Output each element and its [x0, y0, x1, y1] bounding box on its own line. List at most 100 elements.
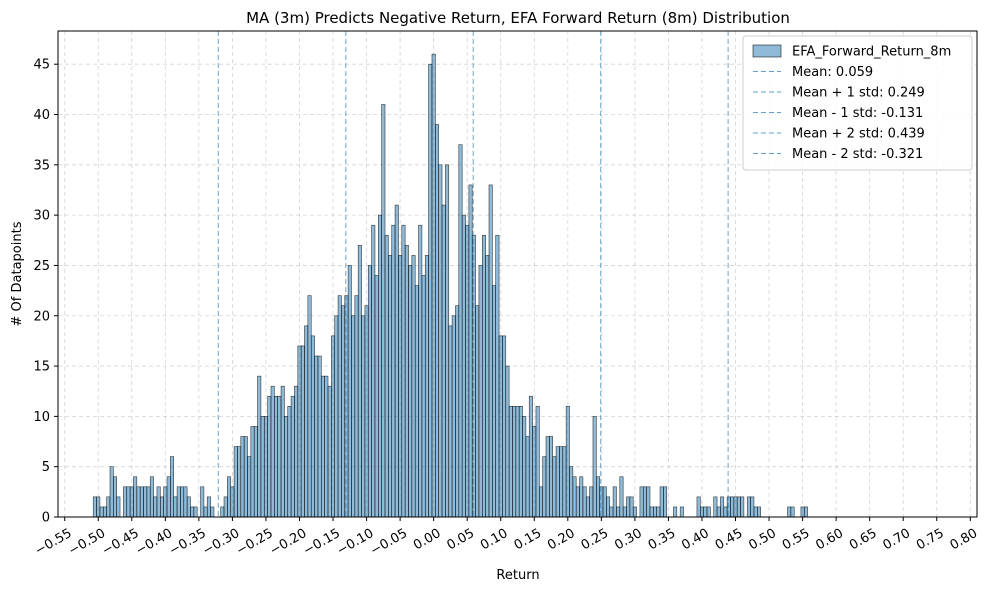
histogram-bar — [123, 486, 128, 518]
histogram-bar — [622, 506, 627, 518]
histogram-bar — [535, 406, 540, 518]
histogram-bar — [193, 506, 198, 518]
histogram-bar — [351, 315, 356, 518]
axes — [57, 30, 978, 518]
histogram-bar — [253, 426, 258, 518]
histogram-bar — [320, 375, 325, 518]
histogram-bar — [136, 486, 141, 518]
histogram-bar — [391, 224, 396, 518]
x-tick-label: −0.25 — [234, 526, 276, 559]
histogram-bar — [723, 506, 728, 518]
histogram-bar — [539, 486, 543, 518]
histogram-bar — [606, 496, 611, 518]
histogram-bar — [304, 325, 309, 518]
histogram-bar — [190, 506, 195, 518]
y-tick-label: 0 — [42, 511, 50, 526]
histogram-bar — [699, 506, 704, 518]
chart-title: MA (3m) Predicts Negative Return, EFA Fo… — [246, 9, 790, 27]
histogram-bar — [227, 476, 232, 518]
histogram-bar — [334, 315, 339, 518]
histogram-bar — [411, 255, 416, 518]
histogram-bar — [384, 234, 389, 518]
histogram-bar — [153, 496, 158, 518]
histogram-bar — [649, 506, 654, 518]
histogram-bar — [243, 436, 248, 518]
histogram-bar — [582, 486, 587, 518]
histogram-bar — [787, 506, 792, 518]
legend-box — [742, 35, 973, 171]
histogram-bar — [515, 406, 520, 518]
histogram-bar — [371, 224, 376, 518]
histogram-bar — [746, 496, 751, 518]
histogram-bar — [257, 375, 262, 518]
histogram-bar — [424, 255, 429, 518]
histogram-bar — [324, 375, 329, 518]
histogram-bar — [518, 406, 523, 518]
histogram-bar — [642, 486, 647, 518]
histogram-bar — [418, 224, 423, 518]
histogram-bar — [706, 506, 711, 518]
histogram-bar — [294, 385, 299, 518]
histogram-bar — [183, 486, 188, 518]
x-tick-label: −0.50 — [66, 526, 108, 559]
y-tick-label: 15 — [33, 360, 50, 375]
histogram-bar — [361, 315, 366, 518]
histogram-bar — [532, 426, 537, 518]
x-tick-label: −0.30 — [200, 526, 242, 559]
histogram-bar — [492, 285, 496, 518]
histogram-bar — [733, 496, 738, 518]
histogram-bar — [750, 496, 755, 518]
y-tick-label: 5 — [42, 460, 50, 475]
histogram-bar — [109, 466, 114, 518]
histogram-bar — [317, 355, 322, 518]
x-tick-label: 0.10 — [478, 526, 511, 553]
y-tick-label: 40 — [33, 108, 50, 123]
x-tick-label: −0.10 — [334, 526, 376, 559]
x-tick-label: −0.40 — [133, 526, 175, 559]
histogram-bar — [720, 496, 725, 518]
histogram-bar — [803, 506, 808, 518]
histogram-bar — [421, 275, 426, 518]
histogram-bar — [435, 124, 439, 518]
x-tick-label: 0.60 — [813, 526, 846, 553]
histogram-bar — [428, 63, 433, 518]
histogram-bar — [632, 506, 637, 518]
histogram-bar — [139, 486, 144, 518]
histogram-bar — [612, 486, 617, 518]
legend-label: Mean + 2 std: 0.439 — [792, 127, 925, 142]
histogram-bar — [575, 486, 580, 518]
histogram-bar — [663, 486, 668, 518]
histogram-bar — [596, 476, 600, 518]
x-tick-label: 0.05 — [444, 526, 477, 553]
legend: EFA_Forward_Return_8m Mean: 0.059 Mean + 1… — [742, 35, 973, 171]
histogram-bar — [176, 486, 181, 518]
x-tick-label: 0.65 — [847, 526, 880, 553]
x-tick-label: −0.35 — [167, 526, 209, 559]
x-tick-label: −0.15 — [301, 526, 343, 559]
histogram-bar — [589, 486, 594, 518]
histogram-bar — [206, 496, 211, 518]
histogram-bar — [367, 265, 372, 518]
histogram-bar — [267, 395, 272, 518]
y-tick-label: 35 — [33, 158, 50, 173]
histogram-bar — [287, 406, 292, 518]
histogram-bar — [378, 214, 382, 518]
histogram-bar — [653, 506, 657, 518]
histogram-bar — [448, 325, 453, 518]
histogram-bar — [159, 496, 164, 518]
x-tick-label: 0.80 — [948, 526, 981, 553]
histogram-bar — [696, 496, 701, 518]
histogram-bar — [498, 335, 503, 518]
histogram-bar — [565, 406, 570, 518]
histogram-bar — [357, 245, 362, 518]
histogram-bar — [488, 184, 493, 518]
histogram-bar — [404, 245, 409, 518]
histogram-bar — [626, 496, 631, 518]
histogram-bar — [679, 506, 684, 518]
x-tick-label: 0.55 — [780, 526, 813, 553]
x-axis-label: Return — [496, 568, 539, 583]
histogram-bar — [200, 486, 205, 518]
histogram-bar — [398, 255, 403, 518]
histogram-bar — [408, 265, 413, 518]
histogram-bar — [549, 436, 554, 518]
